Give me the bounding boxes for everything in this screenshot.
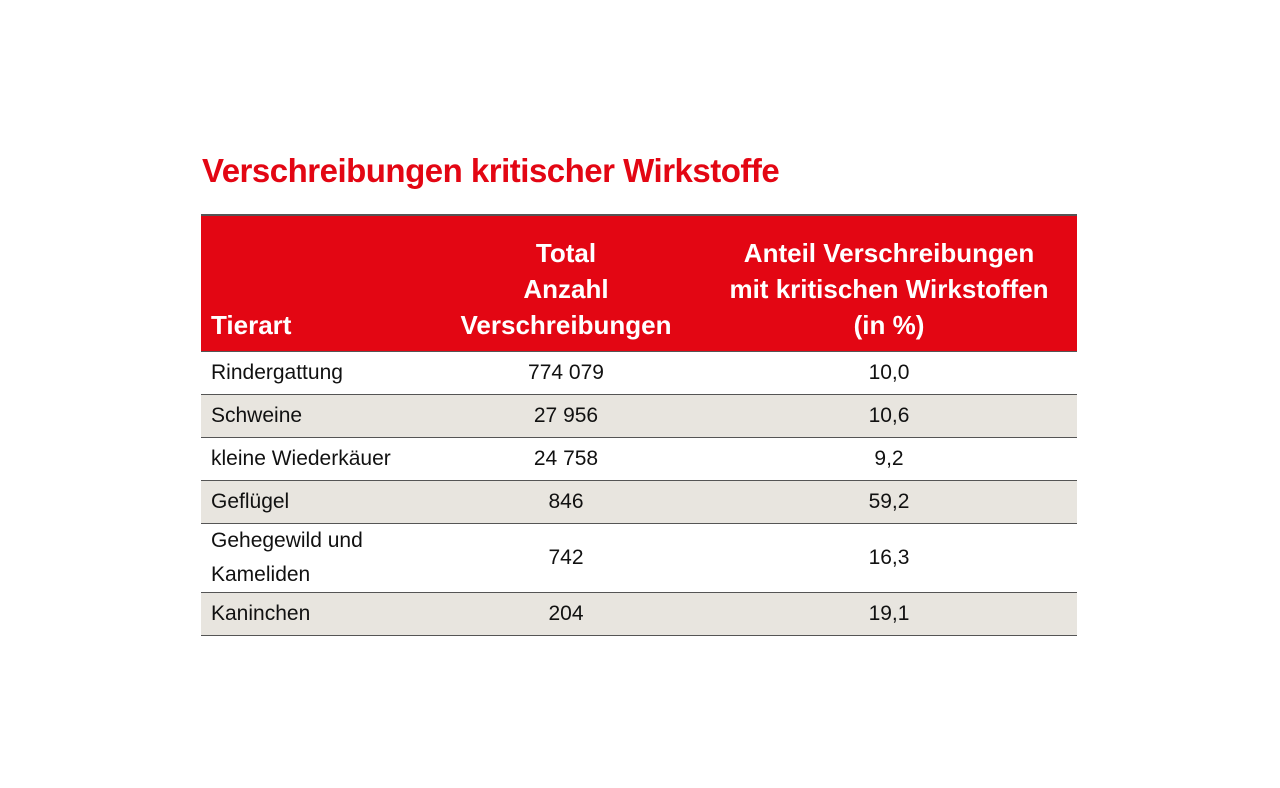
cell-anteil: 10,6 [701, 394, 1077, 438]
table-title: Verschreibungen kritischer Wirkstoffe [202, 152, 780, 189]
header-line: Total [535, 238, 597, 268]
header-anteil: Anteil Verschreibungen mit kritischen Wi… [701, 214, 1077, 352]
cell-tierart: Rindergattung [201, 351, 431, 395]
cell-tierart: Kaninchen [201, 592, 431, 636]
cell-anteil: 10,0 [701, 351, 1077, 395]
cell-total: 774 079 [431, 351, 701, 395]
table-row: Gehegewild und Kameliden 742 16,3 [201, 523, 1077, 593]
table-row: Rindergattung 774 079 10,0 [201, 351, 1077, 395]
header-total: Total Anzahl Verschreibungen [431, 214, 701, 352]
header-row: Tierart Total Anzahl Verschreibungen Ant… [201, 214, 1077, 352]
table-row: Schweine 27 956 10,6 [201, 394, 1077, 438]
cell-tierart: kleine Wiederkäuer [201, 437, 431, 481]
table-row: kleine Wiederkäuer 24 758 9,2 [201, 437, 1077, 481]
cell-total: 742 [431, 523, 701, 593]
cell-anteil: 16,3 [701, 523, 1077, 593]
cell-tierart: Gehegewild und Kameliden [201, 523, 431, 593]
cell-total: 846 [431, 480, 701, 524]
cell-total: 24 758 [431, 437, 701, 481]
table-row: Geflügel 846 59,2 [201, 480, 1077, 524]
data-table: Tierart Total Anzahl Verschreibungen Ant… [201, 214, 1077, 636]
header-line: Anzahl [523, 274, 609, 304]
header-tierart: Tierart [201, 214, 431, 352]
cell-anteil: 19,1 [701, 592, 1077, 636]
cell-total: 27 956 [431, 394, 701, 438]
header-line: mit kritischen Wirkstoffen [729, 274, 1049, 304]
header-line: Anteil Verschreibungen [743, 238, 1035, 268]
header-line: Tierart [211, 310, 292, 340]
header-line: (in %) [853, 310, 925, 340]
header-line: Verschreibungen [460, 310, 672, 340]
cell-tierart: Schweine [201, 394, 431, 438]
cell-tierart: Geflügel [201, 480, 431, 524]
cell-anteil: 9,2 [701, 437, 1077, 481]
cell-anteil: 59,2 [701, 480, 1077, 524]
cell-total: 204 [431, 592, 701, 636]
table-row: Kaninchen 204 19,1 [201, 592, 1077, 636]
